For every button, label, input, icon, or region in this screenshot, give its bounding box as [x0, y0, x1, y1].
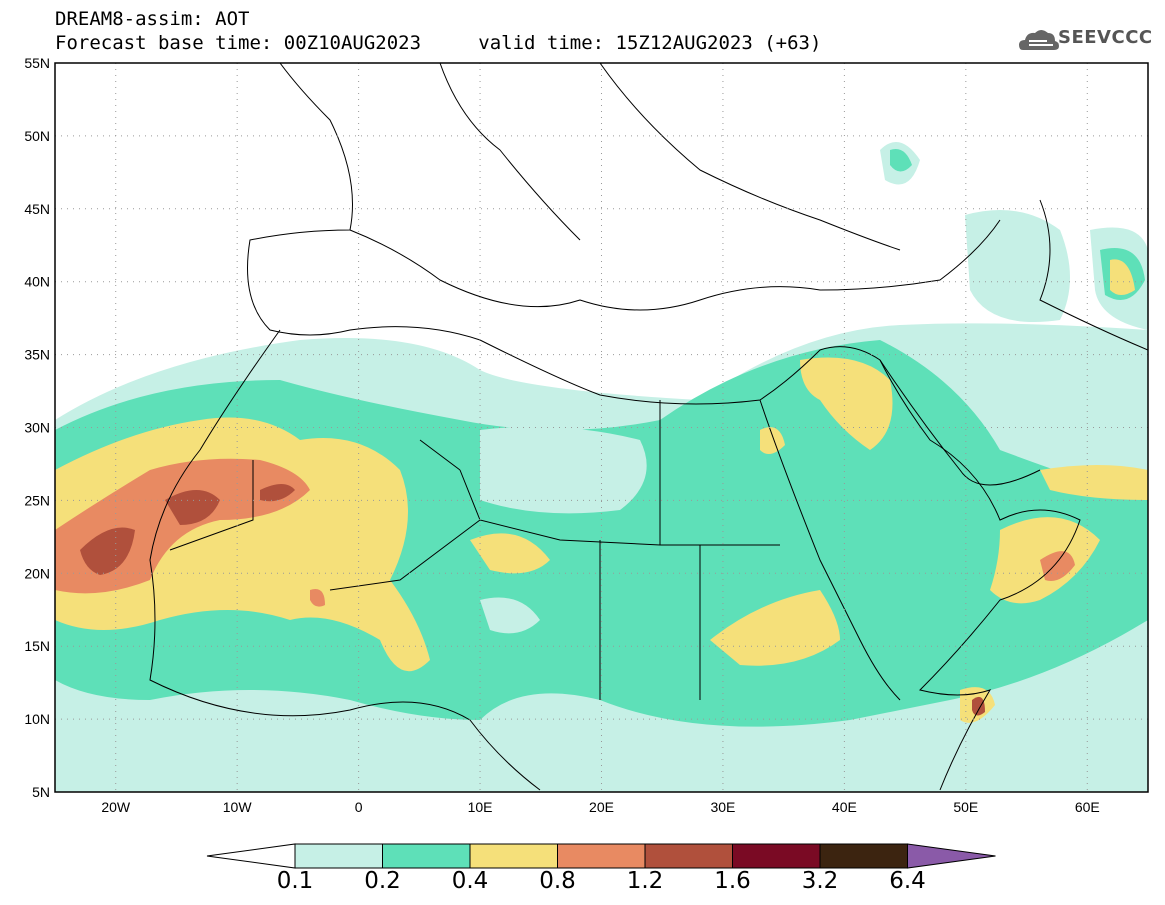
color-legend — [206, 843, 996, 869]
lon-tick-label: 20E — [589, 799, 614, 815]
legend-swatch — [819, 843, 908, 869]
lon-tick-label: 60E — [1075, 799, 1100, 815]
lon-tick-label: 40E — [832, 799, 857, 815]
legend-level-label: 0.2 — [364, 868, 401, 894]
chart-title: DREAM8-assim: AOT — [55, 8, 250, 30]
lat-tick-label: 35N — [24, 347, 50, 363]
lon-tick-label: 20W — [101, 799, 131, 815]
lat-tick-label: 40N — [24, 274, 50, 290]
legend-level-label: 0.4 — [451, 868, 489, 894]
lat-tick-label: 5N — [32, 784, 50, 800]
coastlines — [149, 63, 1148, 791]
lat-tick-label: 15N — [24, 638, 50, 654]
legend-level-label: 1.2 — [626, 868, 664, 894]
valid-time: valid time: 15Z12AUG2023 (+63) — [478, 32, 822, 54]
aot-field — [55, 63, 1148, 792]
legend-swatch — [557, 843, 646, 869]
legend-level-label: 0.8 — [539, 868, 576, 894]
legend-swatch — [294, 843, 383, 869]
lat-tick-label: 25N — [24, 492, 50, 508]
lat-tick-label: 45N — [24, 201, 50, 217]
lat-tick-label: 10N — [24, 711, 50, 727]
chart-subtitle: Forecast base time: 00Z10AUG2023 valid t… — [55, 32, 821, 54]
legend-swatch — [732, 843, 821, 869]
cloud-logo-icon — [1019, 30, 1059, 50]
lon-tick-label: 10E — [468, 799, 493, 815]
legend-level-label: 6.4 — [889, 868, 926, 894]
gridlines — [55, 63, 1148, 792]
lon-tick-label: 0 — [355, 799, 363, 815]
lon-axis: 20W 10W 0 10E 20E 30E 40E 50E 60E — [101, 799, 1099, 815]
logo-text: SEEVCCC — [1058, 27, 1153, 48]
lat-tick-label: 20N — [24, 565, 50, 581]
legend-under-arrow — [206, 843, 296, 869]
lat-tick-label: 50N — [24, 128, 50, 144]
legend-swatch — [644, 843, 733, 869]
legend-level-label: 3.2 — [801, 868, 839, 894]
lon-tick-label: 50E — [953, 799, 978, 815]
legend-over-arrow — [907, 843, 996, 869]
legend-level-label: 0.1 — [276, 868, 314, 894]
lat-axis: 55N 50N 45N 40N 35N 30N 25N 20N 15N 10N 5N — [24, 55, 50, 800]
lat-tick-label: 30N — [24, 420, 50, 436]
lon-tick-label: 10W — [223, 799, 253, 815]
lon-tick-label: 30E — [710, 799, 735, 815]
base-time: Forecast base time: 00Z10AUG2023 — [55, 32, 422, 54]
map-border — [54, 62, 1149, 793]
lat-tick-label: 55N — [24, 55, 50, 71]
legend-swatch — [469, 843, 558, 869]
legend-level-label: 1.6 — [714, 868, 751, 894]
aot-band-1.2 — [80, 527, 135, 575]
legend-swatch — [382, 843, 471, 869]
